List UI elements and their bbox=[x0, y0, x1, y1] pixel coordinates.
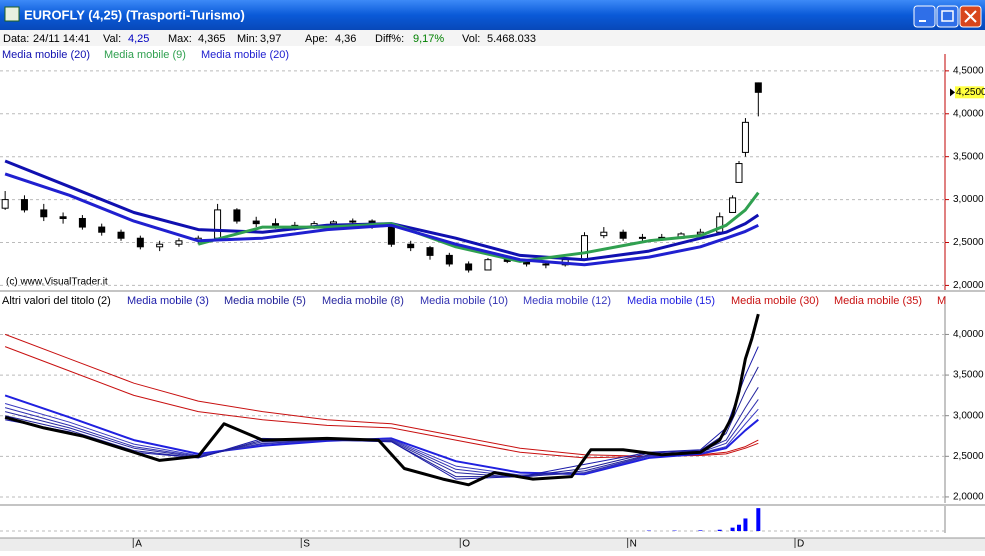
y-tick-label: 4,5000 bbox=[953, 66, 984, 77]
candle-body bbox=[730, 198, 736, 213]
info-value: 4,365 bbox=[198, 33, 226, 45]
candle-body bbox=[21, 200, 27, 210]
candle-body bbox=[234, 210, 240, 221]
x-tick-label: O bbox=[462, 539, 470, 550]
app-icon bbox=[5, 7, 19, 21]
last-price-arrow bbox=[950, 88, 955, 96]
candle-body bbox=[736, 164, 742, 183]
candle-body bbox=[350, 221, 356, 222]
info-label: Diff%: bbox=[375, 33, 404, 45]
y-tick-label: 2,5000 bbox=[953, 451, 984, 462]
candle-body bbox=[620, 232, 626, 238]
line-series bbox=[5, 367, 758, 477]
candle-body bbox=[427, 248, 433, 256]
info-value: 4,25 bbox=[128, 33, 149, 45]
y-tick-label: 3,5000 bbox=[953, 370, 984, 381]
y-tick-label: 4,0000 bbox=[953, 329, 984, 340]
line-series bbox=[5, 395, 758, 474]
legend-entry: Media mobile (30) bbox=[731, 295, 819, 307]
candle-body bbox=[485, 260, 491, 270]
legend-entry: Media mobile (9) bbox=[104, 49, 186, 61]
candle-body bbox=[176, 241, 182, 244]
x-tick-label: S bbox=[303, 539, 310, 550]
y-tick-label: 2,5000 bbox=[953, 237, 984, 248]
info-label: Vol: bbox=[462, 33, 480, 45]
candle-body bbox=[755, 83, 761, 92]
legend-entry: Media mobile (3) bbox=[127, 295, 209, 307]
line-series bbox=[5, 387, 758, 477]
candle-body bbox=[215, 210, 221, 238]
legend-entry: Media mobile (5) bbox=[224, 295, 306, 307]
volume-bar bbox=[698, 530, 702, 531]
volume-bar bbox=[743, 518, 747, 531]
candle-body bbox=[79, 218, 85, 227]
candle-body bbox=[253, 221, 259, 224]
line-series bbox=[5, 404, 758, 476]
candle-body bbox=[273, 224, 279, 226]
candle-body bbox=[543, 264, 549, 265]
volume-bar bbox=[718, 530, 722, 531]
candle-body bbox=[742, 122, 748, 152]
volume-bar bbox=[756, 508, 760, 531]
candle-body bbox=[466, 264, 472, 270]
legend-entry: Media mobile (35) bbox=[834, 295, 922, 307]
candle-body bbox=[137, 238, 143, 247]
legend-entry: Media mobile (12) bbox=[523, 295, 611, 307]
watermark: (c) www.VisualTrader.it bbox=[6, 277, 108, 288]
x-tick-label: A bbox=[135, 539, 142, 550]
candle-body bbox=[446, 255, 452, 264]
candle-body bbox=[41, 210, 47, 217]
info-label: Max: bbox=[168, 33, 192, 45]
legend-entry: Media mobile (8) bbox=[322, 295, 404, 307]
volume-bar bbox=[731, 528, 735, 531]
legend-entry: Altri valori del titolo (2) bbox=[2, 295, 111, 307]
legend-entry: Media mobile (20) bbox=[2, 49, 90, 61]
window-buttons bbox=[914, 6, 981, 27]
y-tick-label: 4,0000 bbox=[953, 108, 984, 119]
candle-body bbox=[2, 200, 8, 209]
legend-entry: Media mobile (10) bbox=[420, 295, 508, 307]
y-tick-label: 3,0000 bbox=[953, 194, 984, 205]
candle-body bbox=[408, 244, 414, 247]
candle-body bbox=[99, 227, 105, 232]
legend-entry: Media mobile (20) bbox=[201, 49, 289, 61]
legend-entry: Media mobile (15) bbox=[627, 295, 715, 307]
info-label: Ape: bbox=[305, 33, 328, 45]
info-value: 5.468.033 bbox=[487, 33, 536, 45]
info-label: Min: bbox=[237, 33, 258, 45]
maximize-button[interactable] bbox=[937, 6, 958, 27]
volume-bar bbox=[737, 525, 741, 531]
minimize-button[interactable] bbox=[914, 6, 935, 27]
candle-body bbox=[60, 217, 66, 219]
window-title: EUROFLY (4,25) (Trasporti-Turismo) bbox=[24, 7, 245, 22]
x-tick-label: N bbox=[630, 539, 637, 550]
y-tick-label: 3,0000 bbox=[953, 410, 984, 421]
last-price-label: 4,2500 bbox=[956, 87, 985, 98]
candle-body bbox=[582, 236, 588, 260]
candle-body bbox=[639, 237, 645, 238]
time-axis-bar bbox=[0, 538, 985, 551]
info-value: 3,97 bbox=[260, 33, 281, 45]
legend-entry: M bbox=[937, 295, 946, 307]
line-series bbox=[5, 161, 758, 260]
y-tick-label: 2,0000 bbox=[953, 492, 984, 503]
candle-body bbox=[601, 232, 607, 235]
info-value: 4,36 bbox=[335, 33, 356, 45]
y-tick-label: 3,5000 bbox=[953, 151, 984, 162]
y-tick-label: 2,0000 bbox=[953, 280, 984, 291]
candle-body bbox=[118, 232, 124, 238]
info-label: Data: bbox=[3, 33, 29, 45]
info-value: 24/11 14:41 bbox=[33, 33, 90, 45]
candle-body bbox=[388, 225, 394, 244]
info-label: Val: bbox=[103, 33, 121, 45]
info-value: 9,17% bbox=[413, 33, 444, 45]
x-tick-label: D bbox=[797, 539, 804, 550]
candle-body bbox=[157, 244, 163, 247]
candle-body bbox=[330, 222, 336, 224]
